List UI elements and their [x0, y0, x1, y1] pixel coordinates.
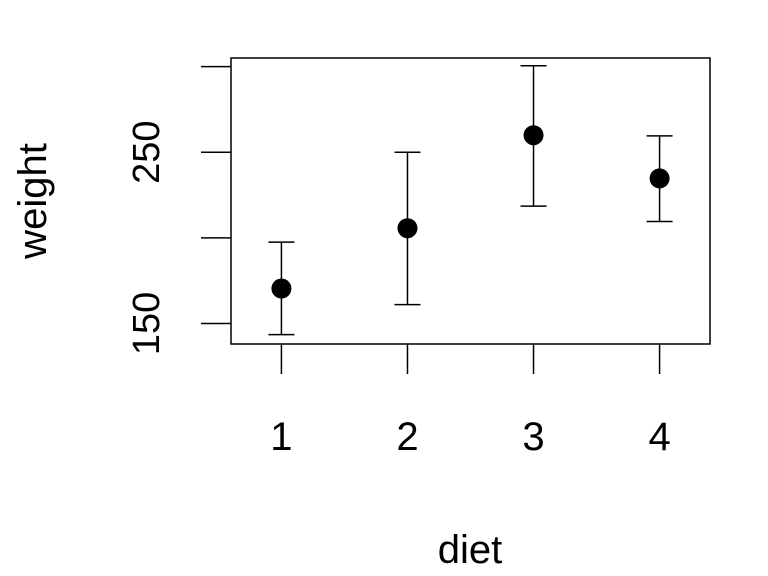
mean-point-4	[649, 168, 670, 189]
error-bar-group-4	[646, 135, 673, 223]
y-axis-label: weight	[11, 143, 55, 260]
error-bar-group-2	[394, 151, 421, 306]
y-tick-label-250: 250	[126, 120, 168, 183]
error-bar-group-3	[520, 64, 547, 207]
y-tick-label-150: 150	[126, 292, 168, 355]
mean-point-3	[523, 125, 544, 146]
x-axis-label: diet	[438, 528, 503, 572]
y-axis: 150 250	[126, 65, 231, 355]
plot-frame	[230, 57, 711, 345]
error-bar-group-1	[268, 241, 295, 336]
x-tick-label-2: 2	[396, 415, 418, 459]
x-axis: 1 2 3 4	[270, 344, 671, 459]
x-tick-label-3: 3	[522, 415, 544, 459]
mean-point-1	[271, 278, 292, 299]
x-tick-label-4: 4	[648, 415, 670, 459]
series-layer	[268, 64, 673, 336]
x-tick-label-1: 1	[270, 415, 292, 459]
mean-point-2	[397, 218, 418, 239]
